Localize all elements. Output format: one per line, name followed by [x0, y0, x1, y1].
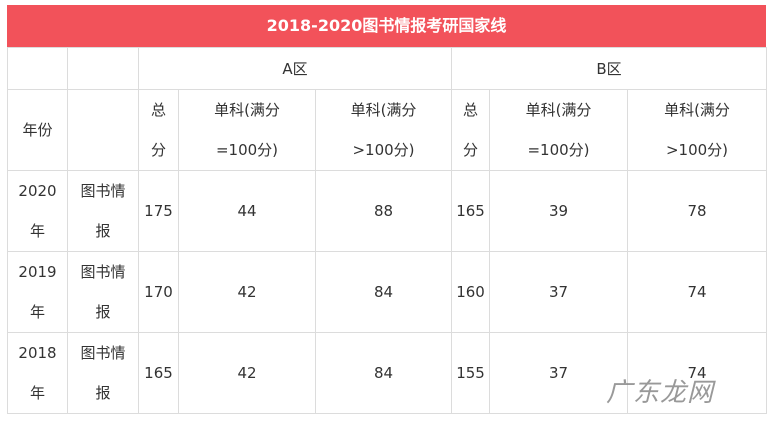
- cell-text: 单科(满分>100分): [664, 100, 730, 159]
- table-cell: 单科(满分>100分): [314, 88, 453, 171]
- cell-text: 总分: [150, 100, 166, 159]
- table-cell: 44: [178, 169, 316, 252]
- table-cell: 图书情报: [67, 331, 139, 414]
- table-cell: 单科(满分>100分): [627, 88, 768, 171]
- table-container: 2018-2020图书情报考研国家线 A区 B区 年份 总分 单科(满分=100分) 单科…: [7, 5, 768, 414]
- table-cell: 42: [178, 250, 316, 333]
- table-cell: 单科(满分=100分): [178, 88, 316, 171]
- table-body: A区 B区 年份 总分 单科(满分=100分) 单科(满分>100分) 总分 单科(满分=10…: [7, 47, 768, 414]
- table-cell: 2020年: [7, 169, 68, 252]
- cell-text: 160: [456, 282, 485, 301]
- cell-text: 2018年: [18, 343, 57, 402]
- cell-text: B区: [596, 59, 622, 78]
- table-cell: 78: [627, 169, 768, 252]
- cell-text: 2020年: [18, 181, 57, 240]
- cell-text: 图书情报: [80, 262, 126, 321]
- table-cell: 160: [451, 250, 491, 333]
- table-cell: 170: [138, 250, 179, 333]
- header-row: A区 B区: [7, 47, 768, 90]
- cell-text: 单科(满分>100分): [350, 100, 417, 159]
- cell-text: 图书情报: [80, 343, 126, 402]
- table-cell: B区: [451, 47, 768, 90]
- table-cell: 155: [451, 331, 491, 414]
- table-cell: 74: [627, 250, 768, 333]
- cell-text: A区: [282, 59, 308, 78]
- table-cell: 165: [138, 331, 179, 414]
- table-cell: 总分: [138, 88, 179, 171]
- table-cell: [7, 47, 68, 90]
- cell-text: 2019年: [18, 262, 57, 321]
- cell-text: 84: [373, 282, 394, 301]
- score-table: A区 B区 年份 总分 单科(满分=100分) 单科(满分>100分) 总分 单科(满分=10…: [7, 47, 768, 414]
- data-row: 2020年 图书情报 175 44 88 165 39 78: [7, 169, 768, 252]
- table-cell: 74: [627, 331, 768, 414]
- cell-text: 39: [548, 201, 569, 220]
- cell-text: 37: [548, 363, 569, 382]
- table-cell: 37: [489, 250, 629, 333]
- table-cell: 88: [314, 169, 453, 252]
- cell-text: 84: [373, 363, 394, 382]
- cell-text: 图书情报: [80, 181, 126, 240]
- table-cell: 2018年: [7, 331, 68, 414]
- cell-text: 44: [237, 201, 257, 220]
- cell-text: 165: [144, 363, 173, 382]
- table-title: 2018-2020图书情报考研国家线: [7, 5, 766, 47]
- cell-text: 42: [237, 363, 257, 382]
- table-cell: 165: [451, 169, 491, 252]
- table-cell: [67, 88, 139, 171]
- cell-text: 165: [456, 201, 485, 220]
- table-cell: 年份: [7, 88, 68, 171]
- table-cell: 42: [178, 331, 316, 414]
- table-cell: 175: [138, 169, 179, 252]
- cell-text: 总分: [463, 100, 479, 159]
- table-cell: 总分: [451, 88, 491, 171]
- data-row: 2019年 图书情报 170 42 84 160 37 74: [7, 250, 768, 333]
- table-cell: 单科(满分=100分): [489, 88, 629, 171]
- cell-text: 170: [144, 282, 173, 301]
- cell-text: 74: [687, 282, 707, 301]
- watermark: 广东龙网: [606, 378, 715, 408]
- cell-text: 175: [144, 201, 173, 220]
- header-row: 年份 总分 单科(满分=100分) 单科(满分>100分) 总分 单科(满分=100分) 单…: [7, 88, 768, 171]
- cell-text: 88: [373, 201, 394, 220]
- table-cell: 84: [314, 331, 453, 414]
- table-cell: 2019年: [7, 250, 68, 333]
- table-cell: 39: [489, 169, 629, 252]
- table-cell: 图书情报: [67, 250, 139, 333]
- cell-text: 37: [548, 282, 569, 301]
- table-cell: [67, 47, 139, 90]
- table-cell: 37: [489, 331, 629, 414]
- data-row: 2018年 图书情报 165 42 84 155 37 74: [7, 331, 768, 414]
- cell-text: 155: [456, 363, 485, 382]
- table-cell: 84: [314, 250, 453, 333]
- table-cell: 图书情报: [67, 169, 139, 252]
- table-cell: A区: [137, 47, 453, 90]
- cell-text: 单科(满分=100分): [525, 100, 592, 159]
- cell-text: 74: [687, 363, 707, 382]
- cell-text: 单科(满分=100分): [214, 100, 280, 159]
- cell-text: 年份: [22, 120, 53, 139]
- cell-text: 42: [237, 282, 257, 301]
- cell-text: 78: [687, 201, 707, 220]
